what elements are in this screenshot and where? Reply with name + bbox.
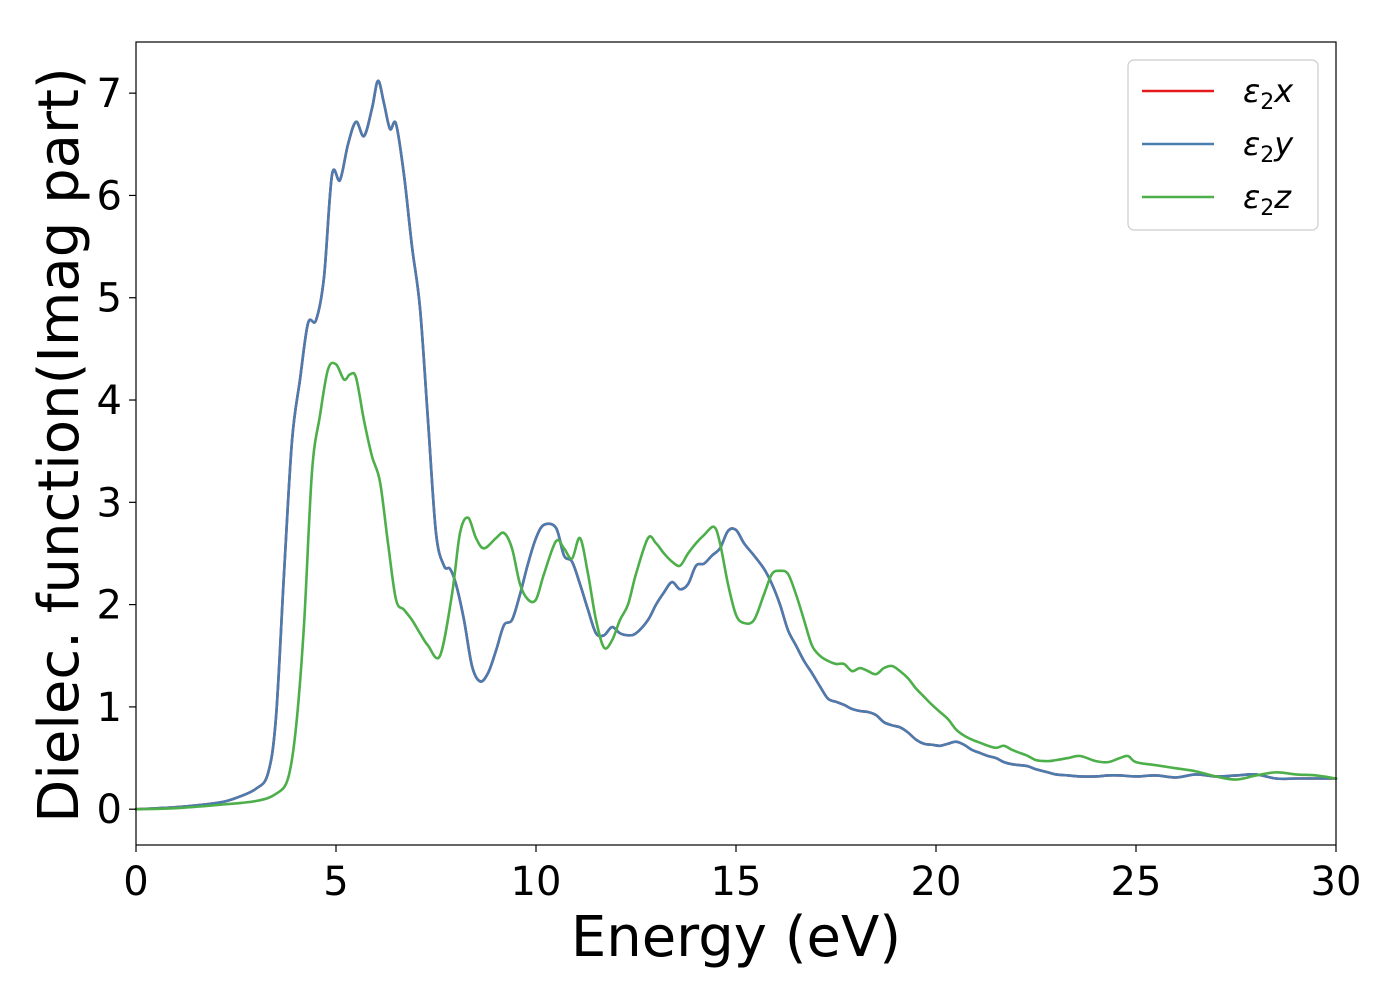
x-tick-label: 10 [511,859,562,905]
x-tick-label: 5 [323,859,348,905]
x-tick-label: 20 [911,859,962,905]
series-layer [134,79,1338,811]
x-tick-label: 25 [1111,859,1162,905]
legend-label-3: ε2z [1243,178,1292,221]
x-axis-label: Energy (eV) [571,905,901,970]
x-axis: 0 5 10 15 20 25 30 [123,845,1361,905]
y-tick-label: 4 [97,378,122,424]
y-tick-label: 6 [97,173,122,219]
y-tick-label: 2 [97,583,122,629]
x-tick-label: 30 [1311,859,1362,905]
legend: ε2x ε2y ε2z [1127,59,1319,231]
legend-box [1127,59,1319,231]
legend-label-2: ε2y [1243,125,1294,168]
y-tick-label: 7 [97,71,122,117]
legend-label-1: ε2x [1243,72,1294,115]
y-tick-label: 3 [97,480,122,526]
x-tick-label: 0 [123,859,148,905]
y-tick-label: 0 [97,787,122,833]
y-tick-label: 5 [97,276,122,322]
y-axis: 0 1 2 3 4 5 6 7 [97,71,136,833]
y-tick-label: 1 [97,685,122,731]
x-tick-label: 15 [711,859,762,905]
series-line-2 [134,79,1338,811]
series-line-3 [134,361,1338,811]
y-axis-label: Dielec. function(Imag part) [27,67,92,823]
